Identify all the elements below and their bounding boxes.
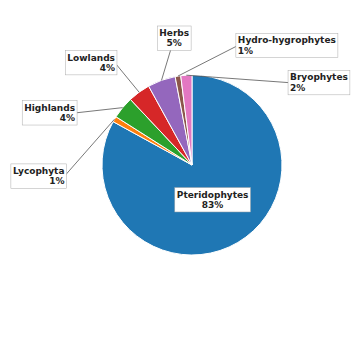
leader-line: [75, 108, 123, 113]
value-label: 5%: [167, 38, 182, 48]
chart: Pteridophytes83%Lycophyta1%Highlands4%Lo…: [0, 0, 359, 352]
pie: Pteridophytes83%Lycophyta1%Highlands4%Lo…: [11, 26, 350, 255]
category-label: Bryophytes: [290, 72, 348, 82]
label-text: Pteridophytes83%: [177, 190, 249, 210]
slice-label: Highlands4%: [22, 101, 77, 125]
value-label: 1%: [49, 176, 64, 186]
slice-label: Herbs5%: [157, 26, 191, 50]
value-label: 2%: [290, 83, 305, 93]
value-label: 4%: [60, 113, 75, 123]
category-label: Pteridophytes: [177, 190, 249, 200]
label-text: Lowlands4%: [67, 53, 115, 73]
label-box: [22, 101, 77, 125]
category-label: Highlands: [24, 103, 75, 113]
category-label: Lowlands: [67, 53, 115, 63]
labels: Pteridophytes83%Lycophyta1%Highlands4%Lo…: [11, 26, 350, 212]
slice-label: Hydro-hygrophytes1%: [236, 33, 338, 57]
leader-line: [115, 63, 139, 92]
label-box: [236, 33, 338, 57]
value-label: 83%: [202, 200, 224, 210]
value-label: 4%: [100, 63, 115, 73]
leader-line: [64, 119, 114, 176]
label-text: Lycophyta1%: [13, 166, 65, 186]
label-box: [11, 164, 67, 188]
label-box: [288, 70, 350, 94]
label-box: [175, 188, 251, 212]
slice-label: Lycophyta1%: [11, 164, 67, 188]
slice: [102, 75, 282, 255]
slice-label: Lowlands4%: [65, 51, 117, 75]
category-label: Herbs: [159, 28, 189, 38]
label-text: Bryophytes2%: [290, 72, 348, 92]
label-text: Herbs5%: [159, 28, 189, 48]
category-label: Hydro-hygrophytes: [238, 35, 336, 45]
label-text: Hydro-hygrophytes1%: [238, 35, 336, 55]
label-text: Highlands4%: [24, 103, 75, 123]
value-label: 1%: [238, 46, 253, 56]
label-box: [157, 26, 191, 50]
label-box: [65, 51, 117, 75]
leader-line: [186, 75, 290, 83]
slice: [175, 76, 192, 165]
slice-label: Pteridophytes83%: [175, 188, 251, 212]
slice: [181, 75, 192, 165]
leader-lines: [64, 38, 290, 176]
slices: [102, 75, 282, 255]
category-label: Lycophyta: [13, 166, 65, 176]
slice-label: Bryophytes2%: [288, 70, 350, 94]
